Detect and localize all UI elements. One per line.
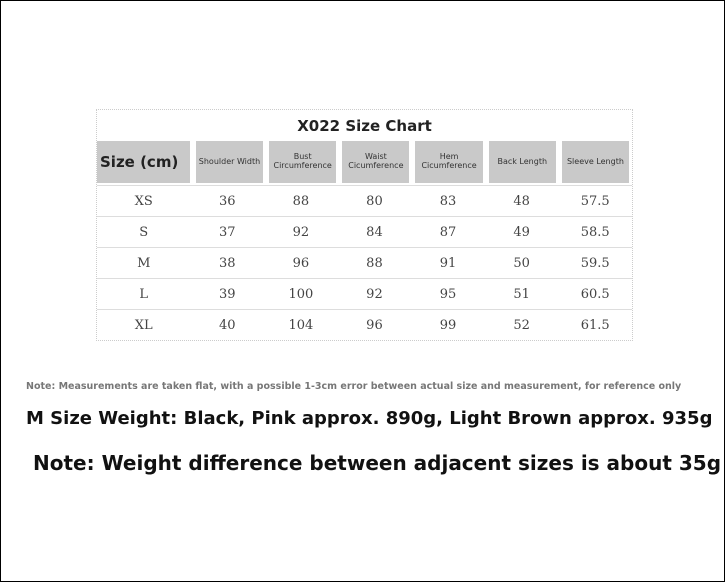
table-cell: 60.5 <box>580 286 610 302</box>
header-cell: Bust Circumference <box>269 141 337 183</box>
table-cell: 38 <box>218 255 236 271</box>
table-row: XS 36 88 80 83 48 57.5 <box>97 185 632 216</box>
table-cell: M <box>137 255 151 271</box>
table-cell: 104 <box>288 317 314 333</box>
table-cell: 59.5 <box>580 255 610 271</box>
header-row: Size (cm) Shoulder Width Bust Circumferenc… <box>97 139 632 185</box>
table-cell: 37 <box>218 224 236 240</box>
header-cell: Back Length <box>488 141 556 183</box>
table-cell: L <box>139 286 149 302</box>
table-cell: 52 <box>513 317 530 333</box>
table-cell: 96 <box>366 317 383 333</box>
table-row: L 39 100 92 95 51 60.5 <box>97 278 632 309</box>
table-cell: 92 <box>292 224 310 240</box>
table-cell: 88 <box>292 193 310 209</box>
table-cell: 91 <box>439 255 457 271</box>
difference-note: Note: Weight difference between adjacent… <box>33 451 722 475</box>
table-cell: 51 <box>513 286 530 302</box>
header-cell: Hem Cicumference <box>415 141 483 183</box>
table-row: S 37 92 84 87 49 58.5 <box>97 216 632 247</box>
header-cell: Size (cm) <box>97 141 190 183</box>
table-cell: 95 <box>439 286 457 302</box>
table-cell: 50 <box>513 255 530 271</box>
table-cell: 40 <box>218 317 236 333</box>
table-row: XL 40 104 96 99 52 61.5 <box>97 309 632 340</box>
table-cell: 48 <box>513 193 530 209</box>
table-cell: 96 <box>292 255 310 271</box>
table-cell: 84 <box>366 224 383 240</box>
table-cell: 100 <box>288 286 314 302</box>
table-cell: 61.5 <box>580 317 610 333</box>
measurement-note: Note: Measurements are taken flat, with … <box>26 381 682 392</box>
table-cell: 87 <box>439 224 457 240</box>
header-cell: Waist Cicumference <box>342 141 410 183</box>
table-cell: S <box>139 224 149 240</box>
table-cell: 80 <box>366 193 383 209</box>
table-cell: XL <box>134 317 153 333</box>
size-table: X022 Size Chart Size (cm) Shoulder Width B… <box>96 109 633 341</box>
table-cell: 83 <box>439 193 457 209</box>
weight-note: M Size Weight: Black, Pink approx. 890g,… <box>26 408 713 429</box>
table-cell: 49 <box>513 224 530 240</box>
table-cell: 39 <box>218 286 236 302</box>
header-cell: Sleeve Length <box>561 141 630 183</box>
table-cell: 88 <box>366 255 383 271</box>
header-cell: Shoulder Width <box>195 141 264 183</box>
table-cell: 57.5 <box>580 193 610 209</box>
table-row: M 38 96 88 91 50 59.5 <box>97 247 632 278</box>
table-cell: 92 <box>366 286 383 302</box>
table-cell: 36 <box>218 193 236 209</box>
table-cell: XS <box>134 193 153 209</box>
table-cell: 99 <box>439 317 457 333</box>
table-cell: 58.5 <box>580 224 610 240</box>
table-title: X022 Size Chart <box>297 117 432 135</box>
